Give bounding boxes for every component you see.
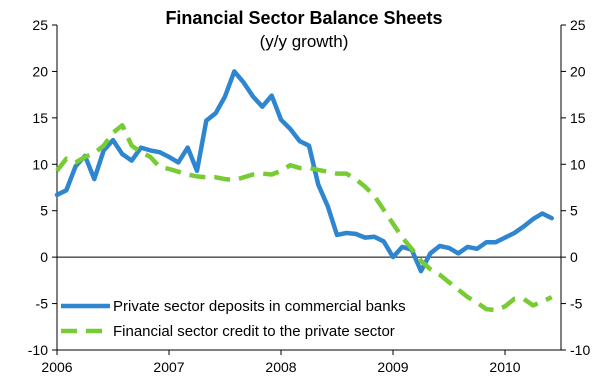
x-tick-label: 2010 [489,359,520,375]
y-tick-label-left: 0 [40,249,48,265]
x-tick-label: 2008 [265,359,296,375]
y-tick-label-left: 5 [40,203,48,219]
legend-label-2: Financial sector credit to the private s… [113,323,395,340]
chart-subtitle: (y/y growth) [260,32,349,51]
series-line-2 [55,123,553,313]
y-tick-label-right: 25 [570,17,586,33]
y-tick-label-right: 5 [570,203,578,219]
y-tick-label-left: 15 [32,110,48,126]
y-tick-label-right: -10 [570,342,590,358]
y-tick-label-right: 10 [570,156,586,172]
y-tick-label-left: 20 [32,63,48,79]
chart-title: Financial Sector Balance Sheets [165,8,442,28]
y-tick-label-left: -10 [28,342,48,358]
y-tick-label-right: 20 [570,63,586,79]
x-tick-label: 2006 [41,359,72,375]
series-line-1 [54,69,554,274]
legend-label-1: Private sector deposits in commercial ba… [113,298,406,315]
y-tick-label-right: 0 [570,249,578,265]
y-tick-label-left: 25 [32,17,48,33]
y-tick-label-left: -5 [36,296,49,312]
y-tick-label-right: -5 [570,296,583,312]
y-tick-label-left: 10 [32,156,48,172]
x-tick-label: 2007 [153,359,184,375]
y-tick-label-right: 15 [570,110,586,126]
x-tick-label: 2009 [377,359,408,375]
